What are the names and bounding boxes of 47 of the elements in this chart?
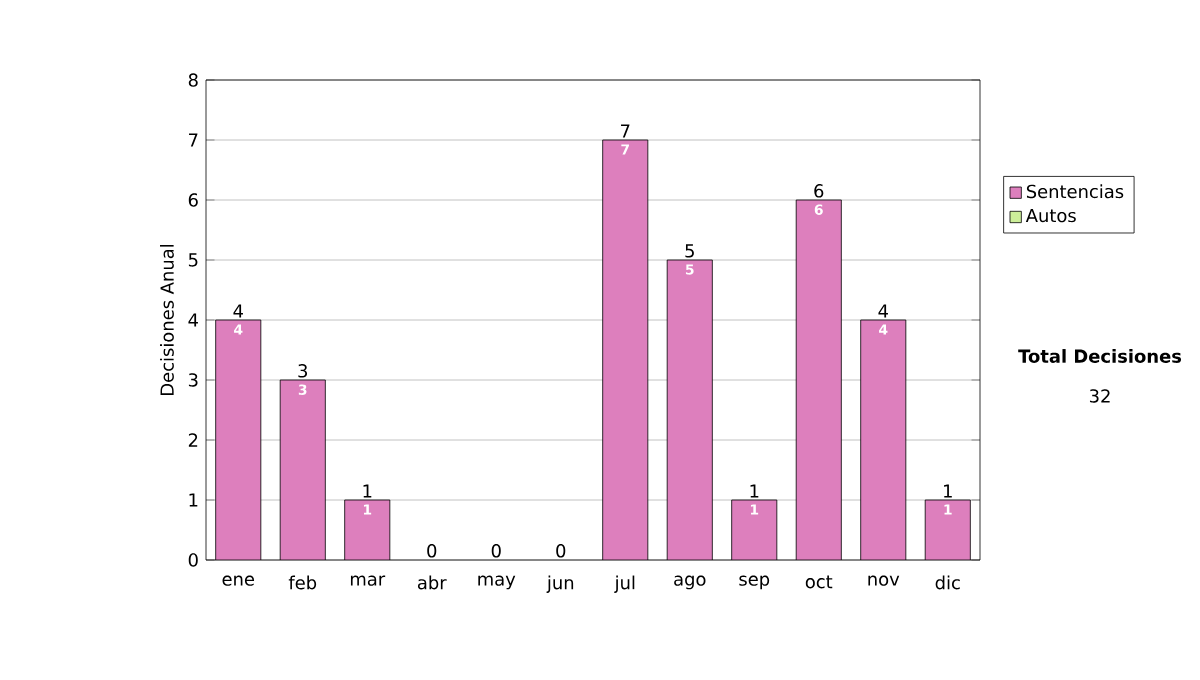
x-tick-label: nov	[868, 575, 900, 586]
total-label: 1	[944, 484, 952, 498]
x-tick-label: jul	[614, 575, 635, 593]
x-tick-label: feb	[288, 575, 317, 590]
total-label: 0	[491, 544, 501, 558]
y-tick-label: 5	[188, 253, 198, 267]
total-label: 4	[233, 304, 243, 318]
x-tick-label: abr	[417, 575, 447, 590]
y-axis-title: Decisiones Anual	[159, 244, 174, 395]
bar	[860, 319, 907, 560]
x-tick-label: sep	[739, 575, 770, 590]
x-tick-label: dic	[935, 575, 960, 590]
x-tick-label: jun	[546, 575, 574, 593]
y-tick-label: 4	[188, 313, 198, 327]
y-tick-label: 2	[188, 433, 198, 447]
bar	[731, 499, 778, 560]
y-tick-label: 1	[189, 493, 198, 507]
total-label: 3	[298, 364, 308, 378]
bar	[279, 379, 326, 560]
bar	[795, 199, 842, 560]
total-label: 5	[685, 244, 694, 258]
bar	[602, 139, 649, 560]
bar	[215, 319, 262, 560]
total-label: 6	[814, 184, 824, 198]
total-label: 0	[556, 544, 566, 558]
text: 32	[1089, 389, 1110, 403]
y-tick-label: 3	[188, 373, 198, 387]
x-tick-label: mar	[350, 575, 386, 586]
bar	[924, 499, 971, 560]
total-label: 7	[621, 124, 630, 138]
total-label: 1	[750, 484, 759, 498]
legend-label: Autos	[1025, 208, 1076, 223]
y-tick-label: 0	[188, 553, 198, 567]
total-label: 0	[427, 544, 437, 558]
x-tick-label: ago	[674, 575, 706, 590]
x-tick-label: may	[478, 575, 516, 590]
bar	[666, 259, 713, 560]
total-label: 4	[878, 304, 888, 318]
y-tick-label: 6	[188, 193, 198, 207]
y-tick-label: 7	[189, 133, 198, 147]
total-label: 1	[363, 484, 372, 498]
x-tick-label: oct	[805, 575, 833, 589]
y-tick-label: 8	[188, 73, 198, 87]
x-tick-label: ene	[222, 575, 255, 586]
bar	[344, 499, 391, 560]
legend-label: Sentencias	[1026, 184, 1124, 199]
text: Total Decisiones	[1018, 349, 1182, 363]
